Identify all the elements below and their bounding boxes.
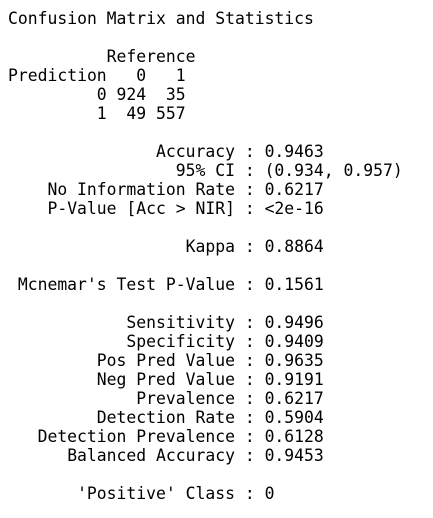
separator: : [244,407,255,427]
count-cell: 557 [156,103,186,123]
separator: : [244,160,255,180]
stat-value: 0.9496 [264,312,324,332]
column-label: 0 [136,65,147,85]
separator: : [244,483,255,503]
stat-label: Prevalence [136,388,235,408]
stat-label: Detection Rate [96,407,235,427]
reference-label: Reference [106,46,196,66]
stat-value: (0.934, 0.957) [264,160,403,180]
title: Confusion Matrix and Statistics [8,8,314,28]
stat-label: Detection Prevalence [37,426,235,446]
column-label: 1 [175,65,186,85]
separator: : [244,236,255,256]
separator: : [244,426,255,446]
stat-label: P-Value [Acc > NIR] [47,198,235,218]
stat-value: 0.1561 [264,274,324,294]
separator: : [244,312,255,332]
count-cell: 49 [126,103,147,123]
stat-value: 0.6128 [264,426,324,446]
separator: : [244,369,255,389]
stat-label: No Information Rate [47,179,235,199]
separator: : [244,179,255,199]
row-label: 0 [96,84,107,104]
stat-value: 0.9409 [264,331,324,351]
count-cell: 35 [165,84,186,104]
stat-label: Kappa [185,236,235,256]
separator: : [244,198,255,218]
stat-value: 0.9463 [264,141,324,161]
stat-label: Sensitivity [126,312,235,332]
prediction-label: Prediction [8,65,107,85]
count-cell: 924 [116,84,147,104]
stat-value: 0.9453 [264,445,324,465]
separator: : [244,274,255,294]
stat-value: 0.6217 [264,179,324,199]
stat-label: 'Positive' Class [77,483,235,503]
stat-value: 0.6217 [264,388,324,408]
separator: : [244,350,255,370]
stat-value: 0.9191 [264,369,324,389]
stat-label: Neg Pred Value [96,369,235,389]
row-label: 1 [96,103,107,123]
separator: : [244,388,255,408]
stat-label: Balanced Accuracy [67,445,235,465]
stat-label: 95% CI [175,160,235,180]
separator: : [244,331,255,351]
stat-value: 0.9635 [264,350,324,370]
stat-value: 0 [264,483,275,503]
stat-value: <2e-16 [264,198,324,218]
separator: : [244,445,255,465]
stat-label: Pos Pred Value [96,350,235,370]
stat-label: Specificity [126,331,235,351]
stat-label: Mcnemar's Test P-Value [17,274,235,294]
stat-value: 0.5904 [264,407,324,427]
stat-value: 0.8864 [264,236,324,256]
stat-label: Accuracy [156,141,235,161]
separator: : [244,141,255,161]
